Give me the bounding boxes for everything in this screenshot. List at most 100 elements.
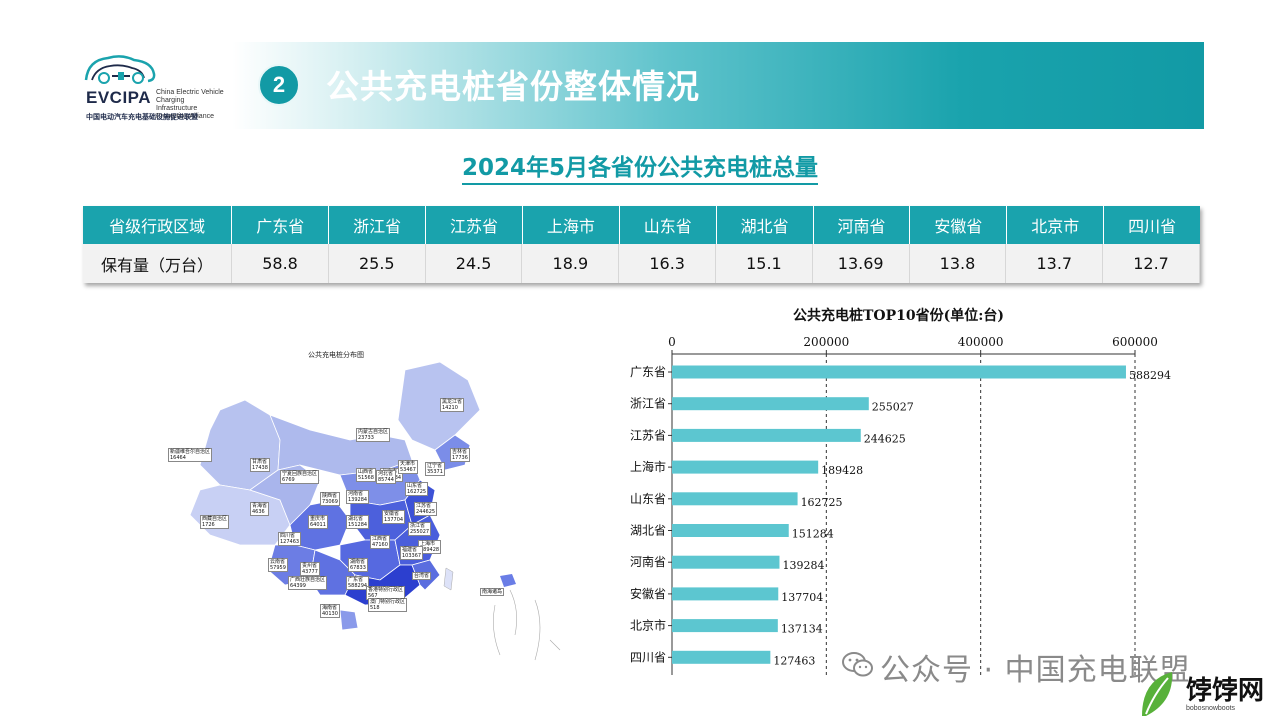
data-label: 137704 — [781, 591, 823, 604]
table-cell: 16.3 — [619, 244, 717, 283]
map-province-name: 黑龙江省 — [442, 399, 463, 405]
map-province-label: 澳门特别行政区 518 — [368, 598, 408, 612]
map-province-label: 四川省 127463 — [278, 532, 302, 546]
map-province-value: 64399 — [290, 583, 306, 589]
data-label: 189428 — [821, 464, 863, 477]
bar — [672, 524, 789, 537]
map-province-name: 西藏自治区 — [202, 516, 228, 522]
china-map-shape — [189, 361, 561, 661]
table-header-cell: 江苏省 — [426, 206, 523, 244]
map-province-label: 安徽省 137704 — [382, 510, 406, 524]
wechat-watermark: 公众号 · 中国充电联盟 — [838, 645, 1191, 689]
map-province-label: 上海市 189428 — [418, 540, 442, 554]
x-tick-label: 600000 — [1112, 335, 1158, 349]
map-province-name: 云南省 — [270, 559, 286, 565]
map-province-name: 台湾省 — [414, 573, 430, 579]
map-province-name: 福建省 — [402, 547, 418, 553]
map-province-value: 518 — [370, 605, 380, 611]
y-tick-label: 河南省 — [630, 554, 666, 569]
map-province-value: 17438 — [252, 465, 268, 471]
map-province-label: 宁夏回族自治区 6769 — [280, 470, 320, 484]
evcipa-logo: EVCIPA China Electric Vehicle Charging I… — [82, 50, 232, 124]
page-subtitle: 2024年5月各省份公共充电桩总量 — [0, 148, 1280, 185]
map-province-name: 青海省 — [252, 503, 268, 509]
map-province-value: 35371 — [427, 469, 443, 475]
map-province-value: 127463 — [280, 539, 300, 545]
distribution-map: 公共充电桩分布图 黑龙江省 14210 吉林省 17736 辽宁省 35371 内蒙古自治区… — [150, 340, 590, 680]
car-plug-icon — [84, 55, 156, 84]
logo-name: EVCIPA — [86, 88, 152, 107]
map-province-name: 河南省 — [348, 491, 364, 497]
map-province-value: 64011 — [310, 522, 326, 528]
table-header-cell: 安徽省 — [910, 206, 1008, 244]
page-subtitle-text: 2024年5月各省份公共充电桩总量 — [461, 155, 819, 185]
south-sea-islands — [493, 589, 561, 661]
y-tick-label: 上海市 — [630, 459, 666, 474]
data-label: 151284 — [792, 528, 834, 541]
map-province-value: 103367 — [402, 553, 422, 559]
bar — [672, 555, 780, 569]
section-title: 公共充电桩省份整体情况 — [326, 67, 700, 106]
map-province-label: 西藏自治区 1726 — [200, 515, 230, 529]
map-province-name: 广西壮族自治区 — [290, 577, 326, 583]
x-tick-label: 400000 — [958, 335, 1004, 349]
table-row: 保有量（万台） 58.8 25.5 24.5 18.9 16.3 15.1 13… — [83, 244, 1200, 283]
top10-bar-chart: 0 200000 400000 600000 广东省 588294 浙江省 255027 江苏省… — [630, 335, 1171, 675]
map-province-name: 四川省 — [280, 533, 296, 539]
map-province-value: 162725 — [407, 489, 427, 495]
table-header-cell: 山东省 — [620, 206, 717, 244]
map-province-name: 贵州省 — [302, 563, 318, 569]
logo-chinese-name: 中国电动汽车充电基础设施促进联盟 — [86, 113, 198, 121]
map-province-label: 河北省 85744 — [376, 470, 396, 484]
chart-title: 公共充电桩TOP10省份(单位:台) — [793, 308, 1005, 324]
y-tick-label: 广东省 — [630, 365, 666, 379]
table-header-cell: 北京市 — [1007, 206, 1105, 244]
map-province-label: 青海省 4636 — [250, 502, 270, 516]
map-province-name: 香港特别行政区 — [368, 587, 404, 593]
map-province-name: 内蒙古自治区 — [358, 429, 389, 435]
table-cell: 25.5 — [329, 244, 426, 283]
map-province-name: 河北省 — [378, 471, 394, 477]
map-province-value: 85744 — [378, 477, 394, 483]
map-province-label: 内蒙古自治区 23733 — [356, 428, 391, 442]
y-tick-label: 山东省 — [630, 492, 666, 506]
data-label: 588294 — [1129, 369, 1171, 382]
watermark-text: 公众号 · 中国充电联盟 — [880, 653, 1191, 688]
map-province-label: 陕西省 73069 — [320, 492, 340, 506]
map-province-value: 17736 — [452, 455, 468, 461]
map-province-name: 湖北省 — [348, 516, 364, 522]
section-number-badge: 2 — [258, 64, 300, 106]
map-province-name: 湖南省 — [350, 559, 366, 565]
map-province-value: 567 — [368, 593, 378, 599]
map-province-value: 139284 — [348, 497, 368, 503]
bar — [672, 428, 861, 442]
site-name: 饽饽网 — [1186, 676, 1265, 706]
y-tick-label: 安徽省 — [630, 586, 666, 601]
map-province-label: 甘肃省 17438 — [250, 458, 270, 472]
map-province-value: 40130 — [322, 611, 338, 617]
wechat-icon — [842, 652, 873, 677]
map-province-value: 57959 — [270, 565, 286, 571]
map-province-name: 陕西省 — [322, 493, 338, 499]
bar — [672, 492, 798, 506]
map-province-label: 辽宁省 35371 — [425, 462, 445, 476]
map-province-label: 南海诸岛 — [480, 588, 505, 596]
map-province-name: 新疆维吾尔自治区 — [170, 449, 211, 455]
map-province-name: 吉林省 — [452, 449, 468, 455]
map-province-value: 14210 — [442, 405, 458, 411]
section-banner — [232, 42, 1204, 129]
map-province-value: 73069 — [322, 499, 338, 505]
table-header-cell: 河南省 — [814, 206, 911, 244]
table-row-header: 省级行政区域 — [83, 206, 233, 244]
bar — [672, 397, 869, 411]
table-cell: 13.7 — [1006, 244, 1104, 283]
map-province-name: 江苏省 — [416, 503, 432, 509]
map-province-name: 重庆市 — [310, 516, 326, 522]
table-row-label: 保有量（万台） — [83, 244, 233, 283]
map-province-value: 47160 — [372, 542, 388, 548]
map-province-name: 浙江省 — [410, 523, 426, 529]
map-province-name: 海南省 — [322, 605, 338, 611]
map-province-name: 山东省 — [407, 483, 423, 489]
map-province-label: 海南省 40130 — [320, 604, 340, 618]
table-header-row: 省级行政区域 广东省 浙江省 江苏省 上海市 山东省 湖北省 河南省 安徽省 北… — [83, 206, 1200, 244]
